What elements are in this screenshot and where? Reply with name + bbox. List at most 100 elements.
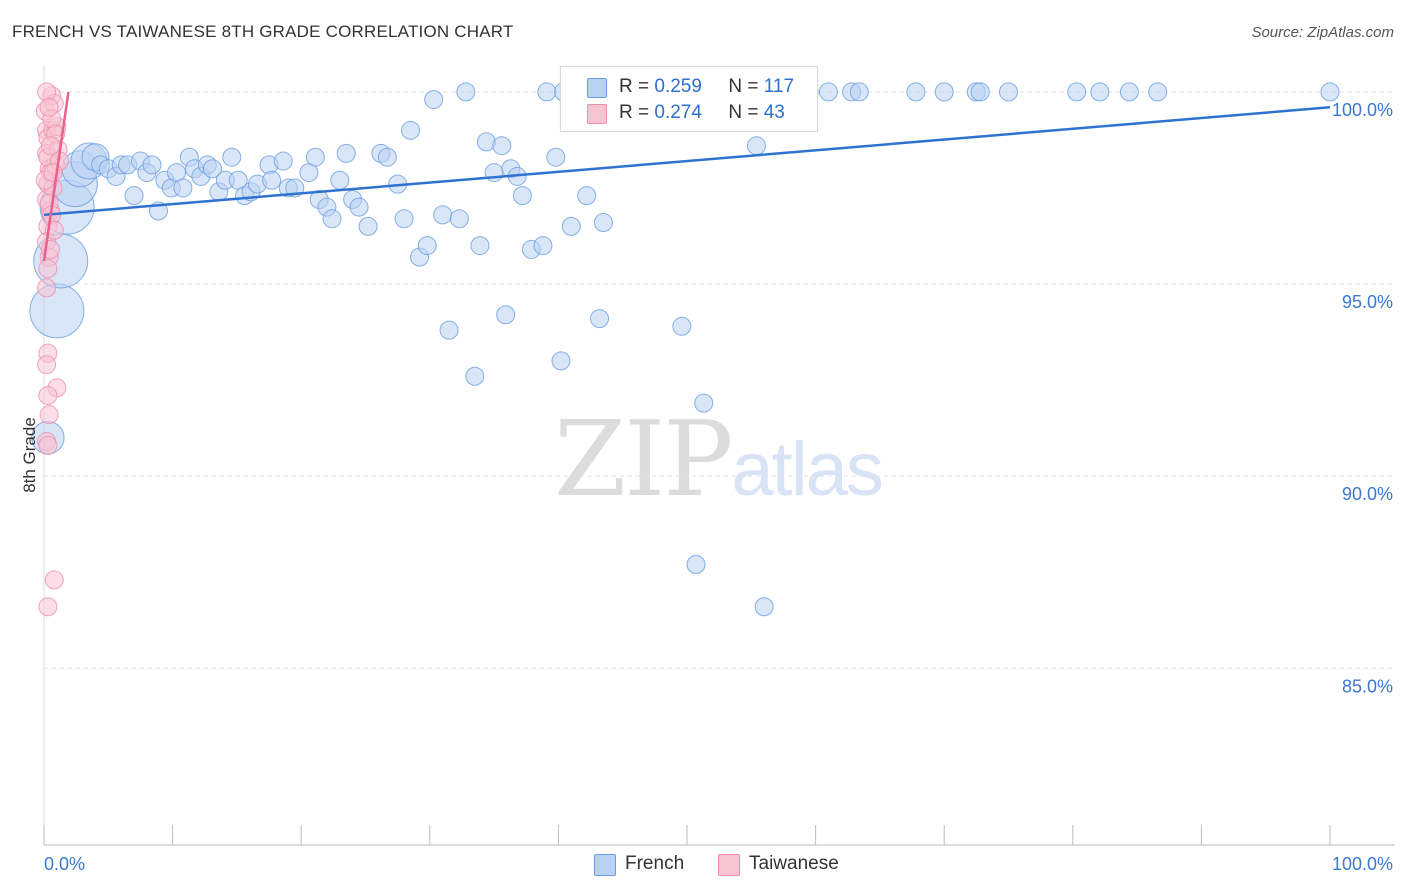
french-point bbox=[273, 151, 293, 171]
french-point bbox=[694, 393, 714, 413]
french-point bbox=[934, 82, 954, 102]
taiwanese-points bbox=[35, 82, 69, 617]
taiwanese-point bbox=[37, 278, 57, 298]
french-point bbox=[746, 136, 766, 156]
y-tick-label: 85.0% bbox=[1342, 676, 1393, 696]
taiwanese-point bbox=[40, 136, 60, 156]
french-point bbox=[358, 216, 378, 236]
french-point bbox=[533, 236, 553, 256]
x-tick-label: 0.0% bbox=[44, 854, 85, 874]
french-point bbox=[1320, 82, 1340, 102]
taiwanese-trend-line bbox=[42, 91, 70, 262]
bottom-legend-swatch-french bbox=[594, 854, 616, 876]
legend-n-label: N = bbox=[728, 102, 759, 123]
french-point bbox=[1119, 82, 1139, 102]
french-point bbox=[1090, 82, 1110, 102]
french-point bbox=[465, 366, 485, 386]
french-point bbox=[456, 82, 476, 102]
french-point bbox=[672, 316, 692, 336]
french-point bbox=[262, 170, 282, 190]
french-point bbox=[401, 120, 421, 140]
french-point bbox=[512, 186, 532, 206]
y-tick-label: 95.0% bbox=[1342, 292, 1393, 312]
taiwanese-point bbox=[43, 163, 63, 183]
french-point bbox=[322, 209, 342, 229]
watermark-atlas: atlas bbox=[731, 427, 884, 512]
french-point bbox=[590, 309, 610, 329]
taiwanese-point bbox=[38, 597, 58, 617]
y-tick-label: 100.0% bbox=[1332, 100, 1393, 120]
french-point bbox=[970, 82, 990, 102]
french-point bbox=[1067, 82, 1087, 102]
legend: R = 0.259 N = 117 R = 0.274 N = 43 bbox=[560, 66, 818, 132]
legend-r-value-french: 0.259 bbox=[654, 76, 702, 97]
chart-source: Source: ZipAtlas.com bbox=[1251, 24, 1394, 41]
bottom-legend-swatch-taiwanese bbox=[718, 854, 740, 876]
french-point bbox=[999, 82, 1018, 102]
french-point bbox=[424, 90, 444, 110]
taiwanese-point bbox=[38, 259, 58, 279]
bottom-legend-label-taiwanese: Taiwanese bbox=[749, 853, 839, 874]
taiwanese-point bbox=[38, 385, 58, 405]
french-point bbox=[377, 147, 397, 167]
watermark-zip: ZIP bbox=[554, 398, 733, 520]
taiwanese-point bbox=[37, 355, 57, 375]
french-point bbox=[577, 186, 597, 206]
taiwanese-point bbox=[38, 435, 58, 455]
french-point bbox=[142, 155, 162, 175]
taiwanese-point bbox=[44, 570, 64, 590]
french-point bbox=[336, 143, 356, 163]
legend-text-taiwanese: R = 0.274 N = 43 bbox=[619, 100, 785, 126]
french-point bbox=[202, 159, 222, 179]
french-point bbox=[449, 209, 469, 229]
bottom-legend-label-french: French bbox=[625, 853, 685, 874]
taiwanese-point bbox=[39, 405, 59, 425]
french-point bbox=[849, 82, 869, 102]
taiwanese-point bbox=[39, 97, 59, 117]
x-tick-label: 100.0% bbox=[1332, 854, 1393, 874]
french-point bbox=[433, 205, 453, 225]
french-point bbox=[330, 170, 350, 190]
french-point bbox=[496, 305, 516, 325]
french-point bbox=[305, 147, 325, 167]
french-point bbox=[686, 555, 706, 575]
y-axis-label: 8th Grade bbox=[20, 417, 39, 493]
legend-n-value-french: 117 bbox=[763, 76, 795, 97]
y-tick-label: 90.0% bbox=[1342, 484, 1393, 504]
french-point bbox=[470, 236, 490, 256]
french-points bbox=[29, 82, 1340, 617]
french-point bbox=[551, 351, 571, 371]
french-point bbox=[593, 213, 613, 233]
french-point bbox=[537, 82, 557, 102]
legend-n-value-taiwanese: 43 bbox=[763, 102, 785, 123]
french-point bbox=[754, 597, 774, 617]
french-point bbox=[173, 178, 193, 198]
french-point bbox=[818, 82, 838, 102]
french-point bbox=[1148, 82, 1168, 102]
legend-r-value-taiwanese: 0.274 bbox=[654, 102, 702, 123]
legend-n-label: N = bbox=[728, 76, 759, 97]
french-point bbox=[124, 186, 144, 206]
french-point bbox=[906, 82, 926, 102]
french-point bbox=[546, 147, 566, 167]
legend-text-french: R = 0.259 N = 117 bbox=[619, 74, 794, 100]
legend-r-label: R = bbox=[619, 76, 650, 97]
french-point bbox=[492, 136, 512, 156]
legend-swatch-taiwanese bbox=[587, 104, 607, 124]
watermark: ZIPatlas bbox=[554, 398, 884, 520]
trend-lines bbox=[42, 91, 1331, 262]
french-point bbox=[561, 216, 581, 236]
french-point bbox=[349, 197, 369, 217]
legend-r-label: R = bbox=[619, 102, 650, 123]
french-trend-line bbox=[43, 106, 1331, 217]
french-point bbox=[29, 283, 85, 339]
french-point bbox=[394, 209, 414, 229]
legend-swatch-french bbox=[587, 78, 607, 98]
chart-title: FRENCH VS TAIWANESE 8TH GRADE CORRELATIO… bbox=[12, 22, 514, 41]
french-point bbox=[222, 147, 242, 167]
french-point bbox=[417, 236, 437, 256]
tick-labels: 85.0% 90.0% 95.0% 100.0% 0.0% 100.0% bbox=[44, 100, 1393, 874]
french-point bbox=[439, 320, 459, 340]
